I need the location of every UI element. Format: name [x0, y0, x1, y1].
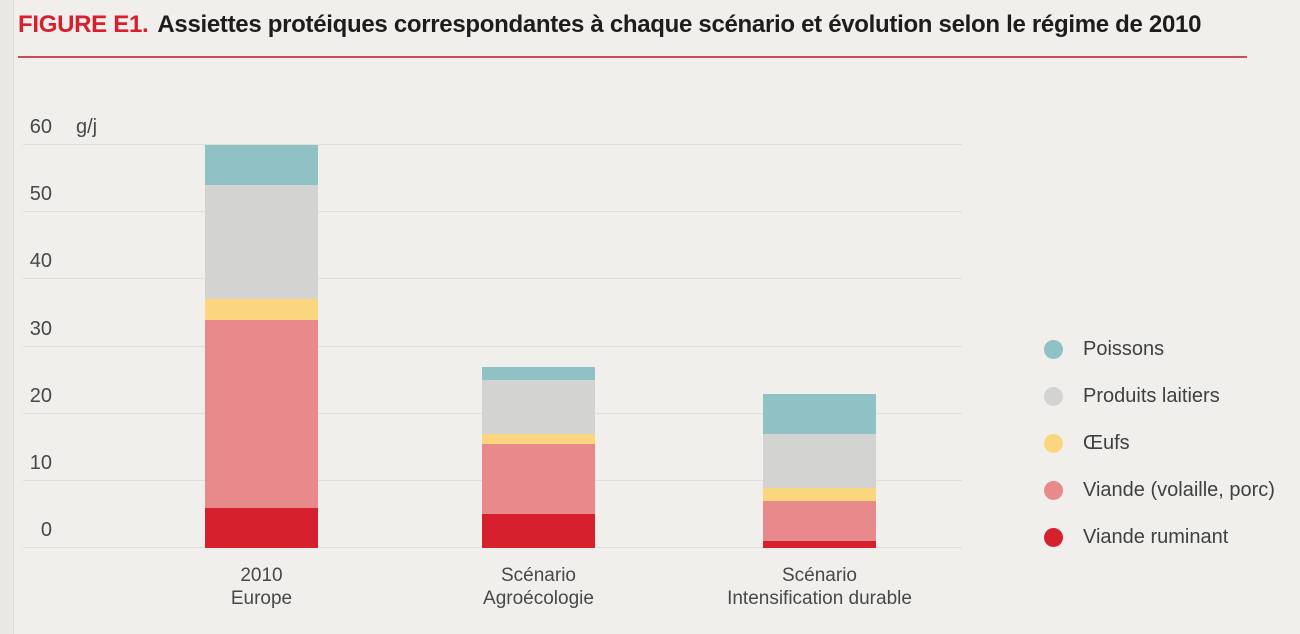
- x-axis-category-line: Intensification durable: [727, 588, 912, 609]
- x-axis-category-line: Europe: [230, 588, 293, 609]
- legend-item-label: Viande ruminant: [1083, 525, 1229, 548]
- legend-item: Produits laitiers: [1044, 383, 1220, 409]
- y-axis-tick-label: 40: [29, 250, 52, 273]
- gridline: [23, 211, 962, 213]
- page-edge-line: [0, 0, 14, 634]
- bar-segment: [205, 299, 318, 320]
- legend-color-dot-icon: [1044, 386, 1063, 406]
- legend-item: Poissons: [1044, 336, 1164, 362]
- x-axis-category-label: Scénario Agroécologie: [379, 564, 699, 610]
- y-axis-tick-label: 50: [29, 183, 52, 206]
- title-underline: [18, 56, 1247, 58]
- x-axis-category-line: Scénario: [501, 565, 576, 586]
- x-axis-category-line: Scénario: [782, 565, 857, 586]
- legend-color-dot-icon: [1044, 527, 1063, 547]
- bar-segment: [205, 185, 318, 300]
- legend-item: Viande (volaille, porc): [1044, 477, 1275, 503]
- legend-item: Viande ruminant: [1044, 524, 1228, 550]
- x-axis-category-line: Agroécologie: [483, 588, 594, 609]
- bar-segment: [482, 366, 595, 381]
- bar-segment: [482, 514, 595, 548]
- bar-segment: [205, 507, 318, 548]
- figure-title: FIGURE E1. Assiettes protéiques correspon…: [18, 11, 1201, 39]
- x-axis-category-line: 2010: [240, 565, 283, 586]
- bar-segment: [763, 487, 876, 501]
- legend-item-label: Poissons: [1083, 337, 1165, 360]
- bar-segment: [763, 500, 876, 542]
- gridline: [23, 144, 962, 145]
- legend-item-label: Produits laitiers: [1083, 384, 1220, 407]
- bar-segment: [482, 380, 595, 434]
- y-axis-unit-label: g/j: [76, 116, 98, 138]
- gridline: [23, 278, 962, 280]
- y-axis-tick-label: 20: [29, 384, 52, 407]
- bar-segment: [763, 433, 876, 488]
- bar-segment: [763, 393, 876, 434]
- legend-item-label: Œufs: [1083, 431, 1130, 454]
- bar-segment: [205, 319, 318, 508]
- legend-color-dot-icon: [1044, 480, 1063, 500]
- bar-segment: [205, 145, 318, 186]
- gridline: [23, 345, 962, 347]
- bar-segment: [482, 443, 595, 515]
- bar-segment: [482, 433, 595, 444]
- x-axis-category-label: Scénario Intensification durable: [660, 564, 980, 610]
- figure-label: FIGURE E1.: [18, 11, 149, 38]
- y-axis-tick-label: 10: [29, 451, 52, 474]
- legend-item-label: Viande (volaille, porc): [1083, 478, 1275, 501]
- figure-title-text: Assiettes protéiques correspondantes à c…: [157, 11, 1202, 38]
- y-axis-tick-label: 60: [29, 116, 52, 138]
- legend-color-dot-icon: [1044, 433, 1063, 453]
- y-axis-tick-label: 0: [40, 519, 52, 541]
- x-axis-category-label: 2010 Europe: [102, 564, 422, 610]
- legend-item: Œufs: [1044, 430, 1130, 456]
- y-axis-tick-label: 30: [29, 317, 52, 340]
- legend-color-dot-icon: [1044, 339, 1063, 359]
- bar-segment: [763, 541, 876, 548]
